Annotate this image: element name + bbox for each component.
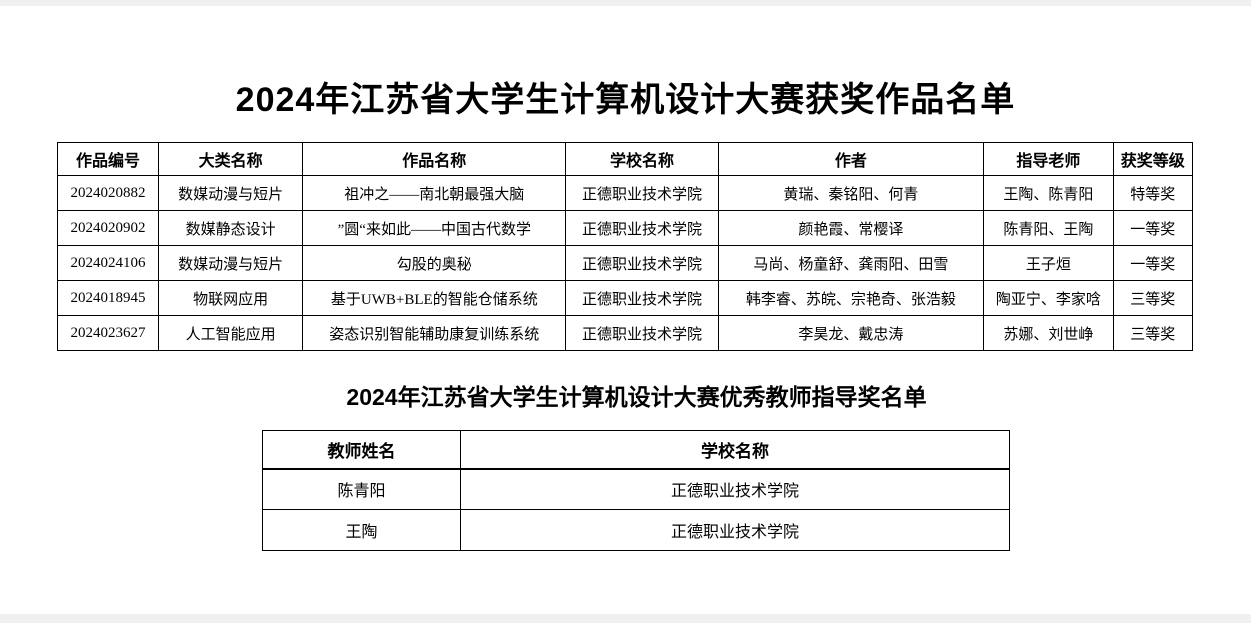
awards-row: 2024023627 人工智能应用 姿态识别智能辅助康复训练系统 正德职业技术学… [57,315,1194,351]
cell-prize: 三等奖 [1112,280,1194,316]
cell-work-name: 祖冲之——南北朝最强大脑 [302,175,567,211]
cell-advisors: 陶亚宁、李家唅 [983,280,1114,316]
cell-authors: 韩李睿、苏皖、宗艳奇、张浩毅 [717,280,985,316]
cell-authors: 李昊龙、戴忠涛 [717,315,985,351]
awards-list-title: 2024年江苏省大学生计算机设计大赛获奖作品名单 [235,81,1016,119]
cell-authors: 黄瑞、秦铭阳、何青 [717,175,985,211]
cell-school: 正德职业技术学院 [565,315,719,351]
page-edge-bottom [0,614,1251,623]
cell-category: 数媒动漫与短片 [157,245,304,281]
col-header-work-name: 作品名称 [302,142,567,176]
awards-header-row: 作品编号 大类名称 作品名称 学校名称 作者 指导老师 获奖等级 [57,142,1194,176]
teacher-header-row: 教师姓名 学校名称 [262,430,1011,470]
cell-work-id: 2024020882 [57,175,159,211]
cell-work-name: 姿态识别智能辅助康复训练系统 [302,315,567,351]
cell-school: 正德职业技术学院 [565,175,719,211]
awards-table: 作品编号 大类名称 作品名称 学校名称 作者 指导老师 获奖等级 2024020… [57,142,1194,351]
cell-teacher-school: 正德职业技术学院 [459,509,1011,551]
cell-teacher-name: 王陶 [262,509,461,551]
cell-teacher-school: 正德职业技术学院 [459,468,1011,510]
cell-authors: 颜艳霞、常樱译 [717,210,985,246]
teacher-row: 王陶 正德职业技术学院 [262,509,1011,551]
cell-prize: 三等奖 [1112,315,1194,351]
cell-school: 正德职业技术学院 [565,210,719,246]
cell-prize: 一等奖 [1112,210,1194,246]
col-header-category: 大类名称 [157,142,304,176]
cell-work-id: 2024023627 [57,315,159,351]
cell-work-name: ”圆“来如此——中国古代数学 [302,210,567,246]
cell-work-id: 2024024106 [57,245,159,281]
awards-row: 2024020902 数媒静态设计 ”圆“来如此——中国古代数学 正德职业技术学… [57,210,1194,246]
col-header-authors: 作者 [717,142,985,176]
cell-advisors: 陈青阳、王陶 [983,210,1114,246]
col-header-teacher-name: 教师姓名 [262,430,461,470]
teacher-row: 陈青阳 正德职业技术学院 [262,468,1011,510]
cell-prize: 特等奖 [1112,175,1194,211]
col-header-school: 学校名称 [565,142,719,176]
cell-authors: 马尚、杨童舒、龚雨阳、田雪 [717,245,985,281]
col-header-prize: 获奖等级 [1112,142,1194,176]
cell-category: 物联网应用 [157,280,304,316]
cell-advisors: 王陶、陈青阳 [983,175,1114,211]
page-edge-top [0,0,1251,6]
cell-work-id: 2024018945 [57,280,159,316]
cell-category: 数媒动漫与短片 [157,175,304,211]
awards-row: 2024018945 物联网应用 基于UWB+BLE的智能仓储系统 正德职业技术… [57,280,1194,316]
cell-work-id: 2024020902 [57,210,159,246]
teacher-awards-title: 2024年江苏省大学生计算机设计大赛优秀教师指导奖名单 [346,384,927,410]
col-header-work-id: 作品编号 [57,142,159,176]
cell-work-name: 基于UWB+BLE的智能仓储系统 [302,280,567,316]
col-header-advisors: 指导老师 [983,142,1114,176]
cell-advisors: 王子烜 [983,245,1114,281]
col-header-teacher-school: 学校名称 [459,430,1011,470]
cell-category: 人工智能应用 [157,315,304,351]
cell-work-name: 勾股的奥秘 [302,245,567,281]
awards-row: 2024024106 数媒动漫与短片 勾股的奥秘 正德职业技术学院 马尚、杨童舒… [57,245,1194,281]
cell-teacher-name: 陈青阳 [262,468,461,510]
cell-category: 数媒静态设计 [157,210,304,246]
cell-school: 正德职业技术学院 [565,280,719,316]
teacher-awards-table: 教师姓名 学校名称 陈青阳 正德职业技术学院 王陶 正德职业技术学院 [262,430,1011,551]
cell-advisors: 苏娜、刘世峥 [983,315,1114,351]
cell-prize: 一等奖 [1112,245,1194,281]
cell-school: 正德职业技术学院 [565,245,719,281]
awards-row: 2024020882 数媒动漫与短片 祖冲之——南北朝最强大脑 正德职业技术学院… [57,175,1194,211]
